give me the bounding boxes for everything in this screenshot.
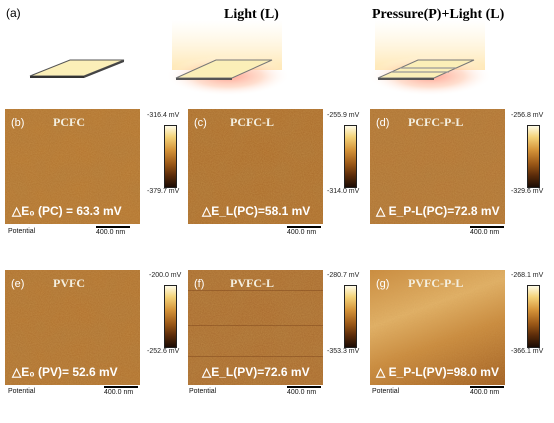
colorbar-max: -280.7 mV [327, 272, 360, 279]
colorbar-max: -256.8 mV [511, 112, 544, 119]
film-dark [29, 59, 125, 78]
scale-bar-label: 400.0 nm [104, 389, 134, 396]
panel-title: PCFC-P-L [408, 115, 464, 129]
colorbar-min: -379.7 mV [147, 188, 180, 195]
colorbar-pcfc [164, 125, 177, 188]
colorbar-pvfc-p-l [527, 285, 540, 348]
panel-letter: (e) [11, 278, 25, 290]
colorbar-pcfc-l [344, 125, 357, 188]
scale-bar [470, 226, 504, 228]
panel-title: PVFC-P-L [408, 276, 464, 290]
delta-e-value: △ E_P-L(PC)=72.8 mV [376, 204, 500, 218]
potential-label: Potential [8, 388, 36, 395]
colorbar-max: -255.9 mV [327, 112, 360, 119]
scale-bar [287, 226, 321, 228]
film-light [166, 20, 290, 96]
scale-bar-label: 400.0 nm [470, 229, 500, 236]
delta-e-value: △E₀ (PV)= 52.6 mV [12, 365, 118, 379]
header-pressure-light: Pressure(P)+Light (L) [372, 7, 505, 22]
colorbar-min: -252.6 mV [147, 348, 180, 355]
scale-bar [287, 386, 321, 388]
scale-bar-label: 400.0 nm [287, 389, 317, 396]
scale-bar [96, 226, 130, 228]
panel-letter: (g) [376, 278, 390, 290]
scale-bar [104, 386, 138, 388]
header-light: Light (L) [224, 7, 279, 22]
afm-panel-pcfc-l: (c) PCFC-L △E_L(PC)=58.1 mV [188, 109, 323, 224]
afm-panel-pvfc-p-l: (g) PVFC-P-L △ E_P-L(PV)=98.0 mV [370, 270, 505, 385]
scale-bar-label: 400.0 nm [470, 389, 500, 396]
afm-panel-pcfc-p-l: (d) PCFC-P-L △ E_P-L(PC)=72.8 mV [370, 109, 505, 224]
colorbar-max: -316.4 mV [147, 112, 180, 119]
potential-label: Potential [189, 388, 217, 395]
panel-title: PVFC-L [230, 276, 274, 290]
colorbar-min: -366.1 mV [511, 348, 544, 355]
afm-panel-pvfc-l: (f) PVFC-L △E_L(PV)=72.6 mV [188, 270, 323, 385]
schematic-row [29, 20, 492, 96]
colorbar-pcfc-p-l [527, 125, 540, 188]
panel-letter: (d) [376, 117, 390, 129]
delta-e-value: △E_L(PC)=58.1 mV [202, 204, 311, 218]
panel-letter: (b) [11, 117, 25, 129]
afm-panel-pcfc: (b) PCFC △E₀ (PC) = 63.3 mV [5, 109, 140, 224]
delta-e-value: △ E_P-L(PV)=98.0 mV [376, 365, 499, 379]
colorbar-min: -353.3 mV [327, 348, 360, 355]
colorbar-min: -314.0 mV [327, 188, 360, 195]
panel-letter: (c) [194, 117, 207, 129]
colorbar-min: -329.6 mV [511, 188, 544, 195]
panel-title: PCFC [53, 115, 85, 129]
colorbar-max: -200.0 mV [149, 272, 182, 279]
scale-bar [470, 386, 504, 388]
potential-label: Potential [372, 388, 400, 395]
potential-label: Potential [8, 228, 36, 235]
panel-title: PVFC [53, 276, 85, 290]
scale-bar-label: 400.0 nm [96, 229, 126, 236]
panel-letter: (f) [194, 278, 205, 290]
afm-panel-pvfc: (e) PVFC △E₀ (PV)= 52.6 mV [5, 270, 140, 385]
colorbar-pvfc [164, 285, 177, 348]
delta-e-value: △E_L(PV)=72.6 mV [202, 365, 310, 379]
colorbar-pvfc-l [344, 285, 357, 348]
panel-a-label: (a) [6, 6, 21, 20]
panel-title: PCFC-L [230, 115, 274, 129]
colorbar-max: -268.1 mV [511, 272, 544, 279]
film-pressure-light [368, 20, 492, 96]
scale-bar-label: 400.0 nm [287, 229, 317, 236]
delta-e-value: △E₀ (PC) = 63.3 mV [12, 204, 122, 218]
